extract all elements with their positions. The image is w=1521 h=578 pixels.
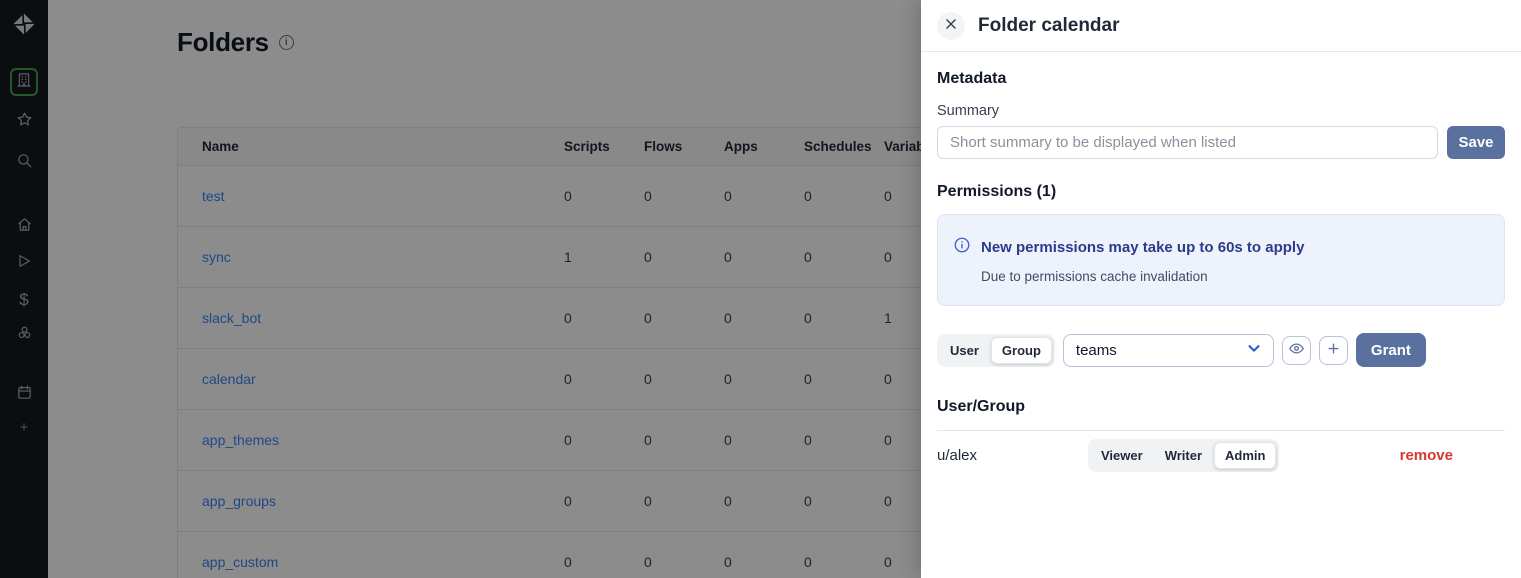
folder-link[interactable]: slack_bot — [202, 310, 262, 326]
alert-title: New permissions may take up to 60s to ap… — [981, 239, 1305, 256]
sidebar-item-resources[interactable] — [10, 321, 38, 349]
sidebar-item-favorites[interactable] — [10, 108, 38, 136]
sidebar: $ + — [0, 0, 48, 578]
summary-input[interactable] — [937, 126, 1438, 159]
page-title-row: Folders i — [177, 27, 294, 58]
sidebar-item-search[interactable] — [10, 149, 38, 177]
permissions-alert: New permissions may take up to 60s to ap… — [937, 214, 1505, 306]
role-viewer-button[interactable]: Viewer — [1091, 443, 1153, 468]
building-icon — [16, 72, 32, 93]
role-toggle: Viewer Writer Admin — [1088, 438, 1280, 472]
toggle-user-button[interactable]: User — [940, 338, 989, 363]
folder-link[interactable]: test — [202, 188, 225, 204]
col-name: Name — [202, 139, 239, 154]
windmill-logo-icon — [11, 11, 37, 37]
col-schedules: Schedules — [804, 139, 872, 154]
col-apps: Apps — [724, 139, 758, 154]
acl-row: u/alex Viewer Writer Admin remove — [937, 438, 1505, 472]
acl-heading: User/Group — [937, 398, 1026, 415]
sidebar-item-home[interactable] — [10, 213, 38, 241]
drawer-body: Metadata Summary Save Permissions (1) Ne… — [921, 70, 1521, 472]
play-icon — [16, 253, 32, 274]
grantee-select-value: teams — [1075, 341, 1117, 359]
acl-user-name: u/alex — [937, 446, 978, 464]
info-icon — [953, 236, 971, 259]
save-button[interactable]: Save — [1447, 126, 1505, 159]
drawer-backdrop[interactable] — [0, 0, 921, 578]
close-button[interactable] — [937, 11, 965, 40]
chevron-down-icon — [1245, 339, 1263, 361]
folder-link[interactable]: app_groups — [202, 493, 276, 509]
folder-link[interactable]: calendar — [202, 371, 256, 387]
view-permissions-button[interactable] — [1281, 335, 1311, 365]
sidebar-item-runs[interactable] — [10, 249, 38, 277]
folder-drawer: Folder calendar Metadata Summary Save Pe… — [921, 0, 1521, 578]
grant-button[interactable]: Grant — [1355, 333, 1426, 367]
sidebar-item-schedules[interactable] — [10, 381, 38, 409]
home-icon — [16, 216, 33, 238]
role-admin-button[interactable]: Admin — [1214, 441, 1277, 469]
sidebar-item-variables[interactable]: $ — [10, 285, 38, 313]
permissions-heading: Permissions (1) — [937, 183, 1057, 200]
plus-icon: + — [19, 418, 29, 436]
toggle-group-button[interactable]: Group — [990, 336, 1052, 364]
close-icon — [944, 17, 958, 34]
col-flows: Flows — [644, 139, 683, 154]
page-title: Folders — [177, 27, 269, 57]
eye-icon — [1288, 340, 1305, 360]
folder-link[interactable]: sync — [202, 249, 231, 265]
col-scripts: Scripts — [564, 139, 610, 154]
sidebar-item-add[interactable]: + — [10, 413, 38, 441]
drawer-title: Folder calendar — [978, 14, 1120, 36]
alert-subtitle: Due to permissions cache invalidation — [981, 269, 1208, 284]
grantee-select[interactable]: teams — [1062, 333, 1274, 367]
search-icon — [16, 152, 33, 174]
folder-link[interactable]: app_themes — [202, 432, 280, 448]
grant-controls: User Group teams — [937, 333, 1505, 367]
drawer-header: Folder calendar — [921, 0, 1521, 52]
cluster-icon — [16, 324, 33, 346]
dollar-icon: $ — [19, 289, 29, 309]
plus-icon — [1326, 341, 1341, 359]
add-grantee-button[interactable] — [1318, 335, 1348, 365]
metadata-heading: Metadata — [937, 70, 1007, 87]
sidebar-item-folders[interactable] — [10, 68, 38, 96]
folder-link[interactable]: app_custom — [202, 554, 279, 570]
role-writer-button[interactable]: Writer — [1155, 443, 1212, 468]
remove-link[interactable]: remove — [1399, 446, 1453, 464]
calendar-icon — [16, 384, 33, 406]
divider — [937, 430, 1505, 431]
user-group-toggle: User Group — [937, 333, 1055, 367]
summary-row: Save — [937, 126, 1505, 159]
summary-label: Summary — [937, 103, 1000, 119]
star-icon — [16, 111, 33, 133]
info-icon[interactable]: i — [278, 35, 294, 50]
